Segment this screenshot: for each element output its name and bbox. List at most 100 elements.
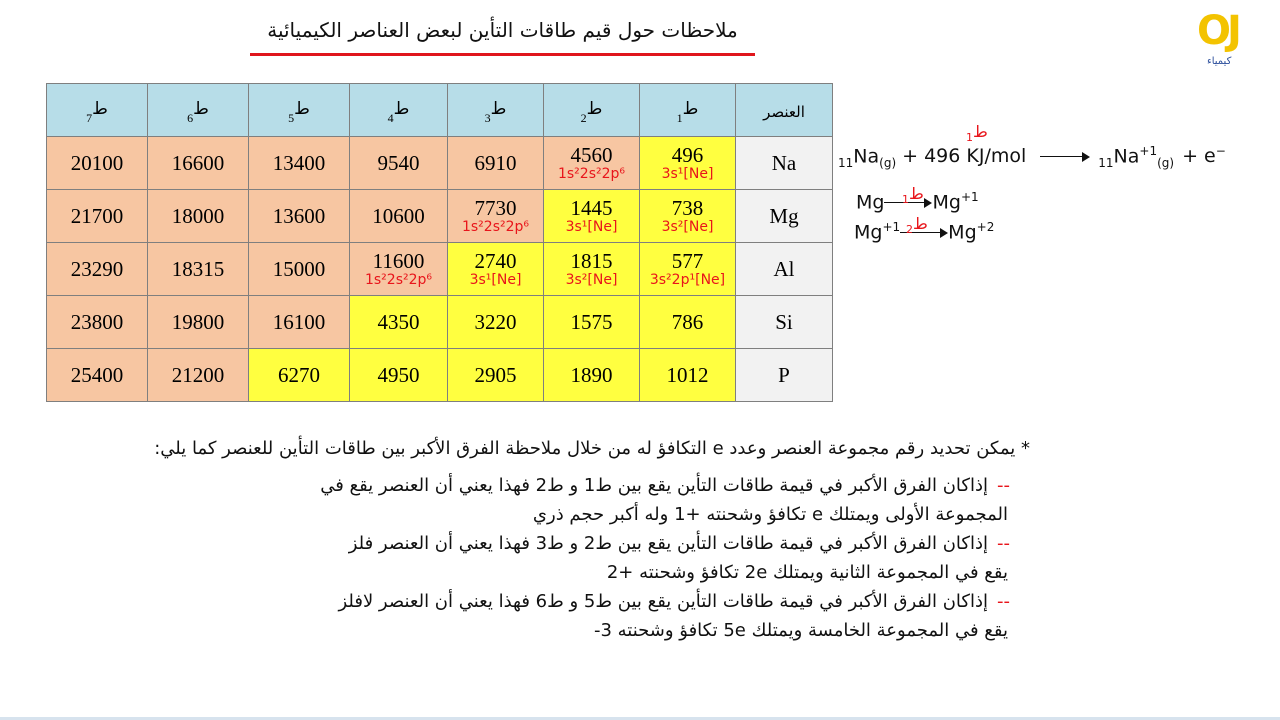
note-text: إذاكان الفرق الأكبر في قيمة طاقات التأين… [348, 533, 988, 554]
energy-symbol: ط [193, 98, 209, 119]
element-cell: Mg [735, 189, 833, 243]
note-line: -- إذاكان الفرق الأكبر في قيمة طاقات التأ… [40, 587, 1030, 616]
energy-cell: 19800 [147, 295, 249, 349]
bottom-rule [0, 717, 1280, 720]
element-cell: Al [735, 242, 833, 296]
label-index: 1 [902, 193, 909, 207]
energy-symbol: ط [586, 98, 603, 119]
note-line: -- إذاكان الفرق الأكبر في قيمة طاقات التأ… [40, 471, 1030, 500]
electron-config: 1s²2s²2p⁶ [557, 166, 626, 182]
equation: 11Na(g) + 496 KJ/mol ط1 11Na+1(g) + e− [838, 122, 1226, 171]
energy-cell: 13400 [248, 136, 350, 190]
energy-value: 16100 [272, 310, 326, 334]
energy-value: 738 [671, 196, 704, 220]
note-text: يقع في المجموعة الثانية ويمتلك 2e تكافؤ … [606, 562, 1008, 583]
header-text: العنصر [763, 102, 805, 121]
energy-cell: 786 [639, 295, 736, 349]
energy-cell: 18315 [147, 242, 249, 296]
energy-symbol: ط [92, 98, 108, 119]
right-charge: +1 [960, 190, 979, 204]
note-text: إذاكان الفرق الأكبر في قيمة طاقات التأين… [338, 591, 988, 612]
energy-label: ط1 [966, 122, 988, 144]
note-text: إذاكان الفرق الأكبر في قيمة طاقات التأين… [320, 475, 988, 496]
electron-charge: − [1215, 144, 1226, 158]
element-row: P 1012 1890 2905 4950 6270 21200 25400 [46, 348, 833, 402]
energy-value: 1890 [570, 363, 613, 387]
energy-cell: 20100 [46, 136, 148, 190]
energy-header: ط4 [349, 83, 448, 137]
energy-cell: 10600 [349, 189, 448, 243]
energy-cell: 15000 [248, 242, 350, 296]
energy-value: 11600 [372, 249, 425, 273]
left-symbol: Mg [856, 191, 885, 214]
logo: OJ كيمياء [1195, 8, 1257, 70]
energy-value: 6910 [474, 151, 517, 175]
energy-cell: 1890 [543, 348, 640, 402]
note-text: المجموعة الأولى ويمتلك e تكافؤ وشحنته +1… [532, 504, 1008, 525]
energy-cell: 6910 [447, 136, 544, 190]
energy-cell: 1445 [Ne]3s¹ [543, 189, 640, 243]
arrow-head [924, 197, 933, 208]
energy-value: 25400 [70, 363, 124, 387]
right-state: (g) [1157, 156, 1175, 171]
energy-value: 3220 [474, 310, 517, 334]
note-line: -- إذاكان الفرق الأكبر في قيمة طاقات التأ… [40, 529, 1030, 558]
energy-value: 18315 [171, 257, 225, 281]
energy-value: 4350 [377, 310, 420, 334]
energy-value: 21700 [70, 204, 124, 228]
energy-header: ط5 [248, 83, 350, 137]
electron-config: [Ne]3s¹ [661, 166, 714, 182]
energy-cell: 4350 [349, 295, 448, 349]
label-index: 1 [966, 131, 973, 145]
element-row: Mg 738 [Ne]3s² 1445 [Ne]3s¹ 7730 1s²2s²2p⁶ 1060… [46, 189, 833, 243]
energy-cell: 9540 [349, 136, 448, 190]
energy-index: 6 [187, 110, 194, 125]
equation: Mg+1 ط2 Mg+2 [854, 214, 994, 243]
energy-header: ط3 [447, 83, 544, 137]
energy-value: 16600 [171, 151, 225, 175]
energy-value: 15000 [272, 257, 326, 281]
energy-cell: 4950 [349, 348, 448, 402]
energy-value: 6270 [278, 363, 320, 387]
left-symbol: Na [853, 145, 880, 168]
energy-label: ط1 [902, 184, 924, 206]
label-symbol: ط [913, 214, 928, 233]
energy-header: ط1 [639, 83, 736, 137]
arrow-shaft [884, 201, 927, 203]
right-index: 11 [1098, 156, 1114, 171]
energy-cell: 738 [Ne]3s² [639, 189, 736, 243]
energy-value: 4950 [377, 363, 420, 387]
energy-value: 10600 [372, 204, 425, 228]
energy-cell: 1012 [639, 348, 736, 402]
energy-value: 23290 [70, 257, 124, 281]
element-cell: Na [735, 136, 833, 190]
note-line: يقع في المجموعة الثانية ويمتلك 2e تكافؤ … [40, 558, 1030, 587]
energy-cell: 1575 [543, 295, 640, 349]
right-symbol: Mg [932, 191, 961, 214]
energy-value: 496 [671, 143, 704, 167]
energy-value: 23800 [70, 310, 124, 334]
energy-value: 18000 [171, 204, 225, 228]
element-row: Si 786 1575 3220 4350 16100 19800 23800 [46, 295, 833, 349]
energy-term: + 496 KJ/mol [902, 145, 1027, 168]
energy-index: 3 [484, 110, 491, 125]
energy-cell: 23290 [46, 242, 148, 296]
electron-config: [Ne]3s²2p¹ [649, 272, 726, 288]
label-index: 2 [906, 223, 913, 237]
left-charge: +1 [882, 220, 901, 234]
energy-value: 4560 [570, 143, 613, 167]
energy-cell: 4560 1s²2s²2p⁶ [543, 136, 640, 190]
right-charge: +1 [1139, 144, 1158, 158]
notes-intro: * يمكن تحديد رقم مجموعة العنصر وعدد e ال… [154, 438, 1030, 459]
energy-header: ط6 [147, 83, 249, 137]
energy-value: 19800 [171, 310, 225, 334]
energy-cell: 23800 [46, 295, 148, 349]
ionization-table: العنصر ط1 ط2 ط3 ط4 ط5 ط6 ط7 Na 496 [Ne]3s¹ 4560 1s²2… [46, 83, 833, 402]
energy-symbol: ط [682, 98, 699, 119]
left-state: (g) [879, 156, 897, 171]
energy-value: 577 [671, 249, 704, 273]
note-marker: -- [997, 591, 1010, 612]
energy-value: 9540 [377, 151, 420, 175]
energy-cell: 16100 [248, 295, 350, 349]
arrow-head [1082, 151, 1091, 162]
